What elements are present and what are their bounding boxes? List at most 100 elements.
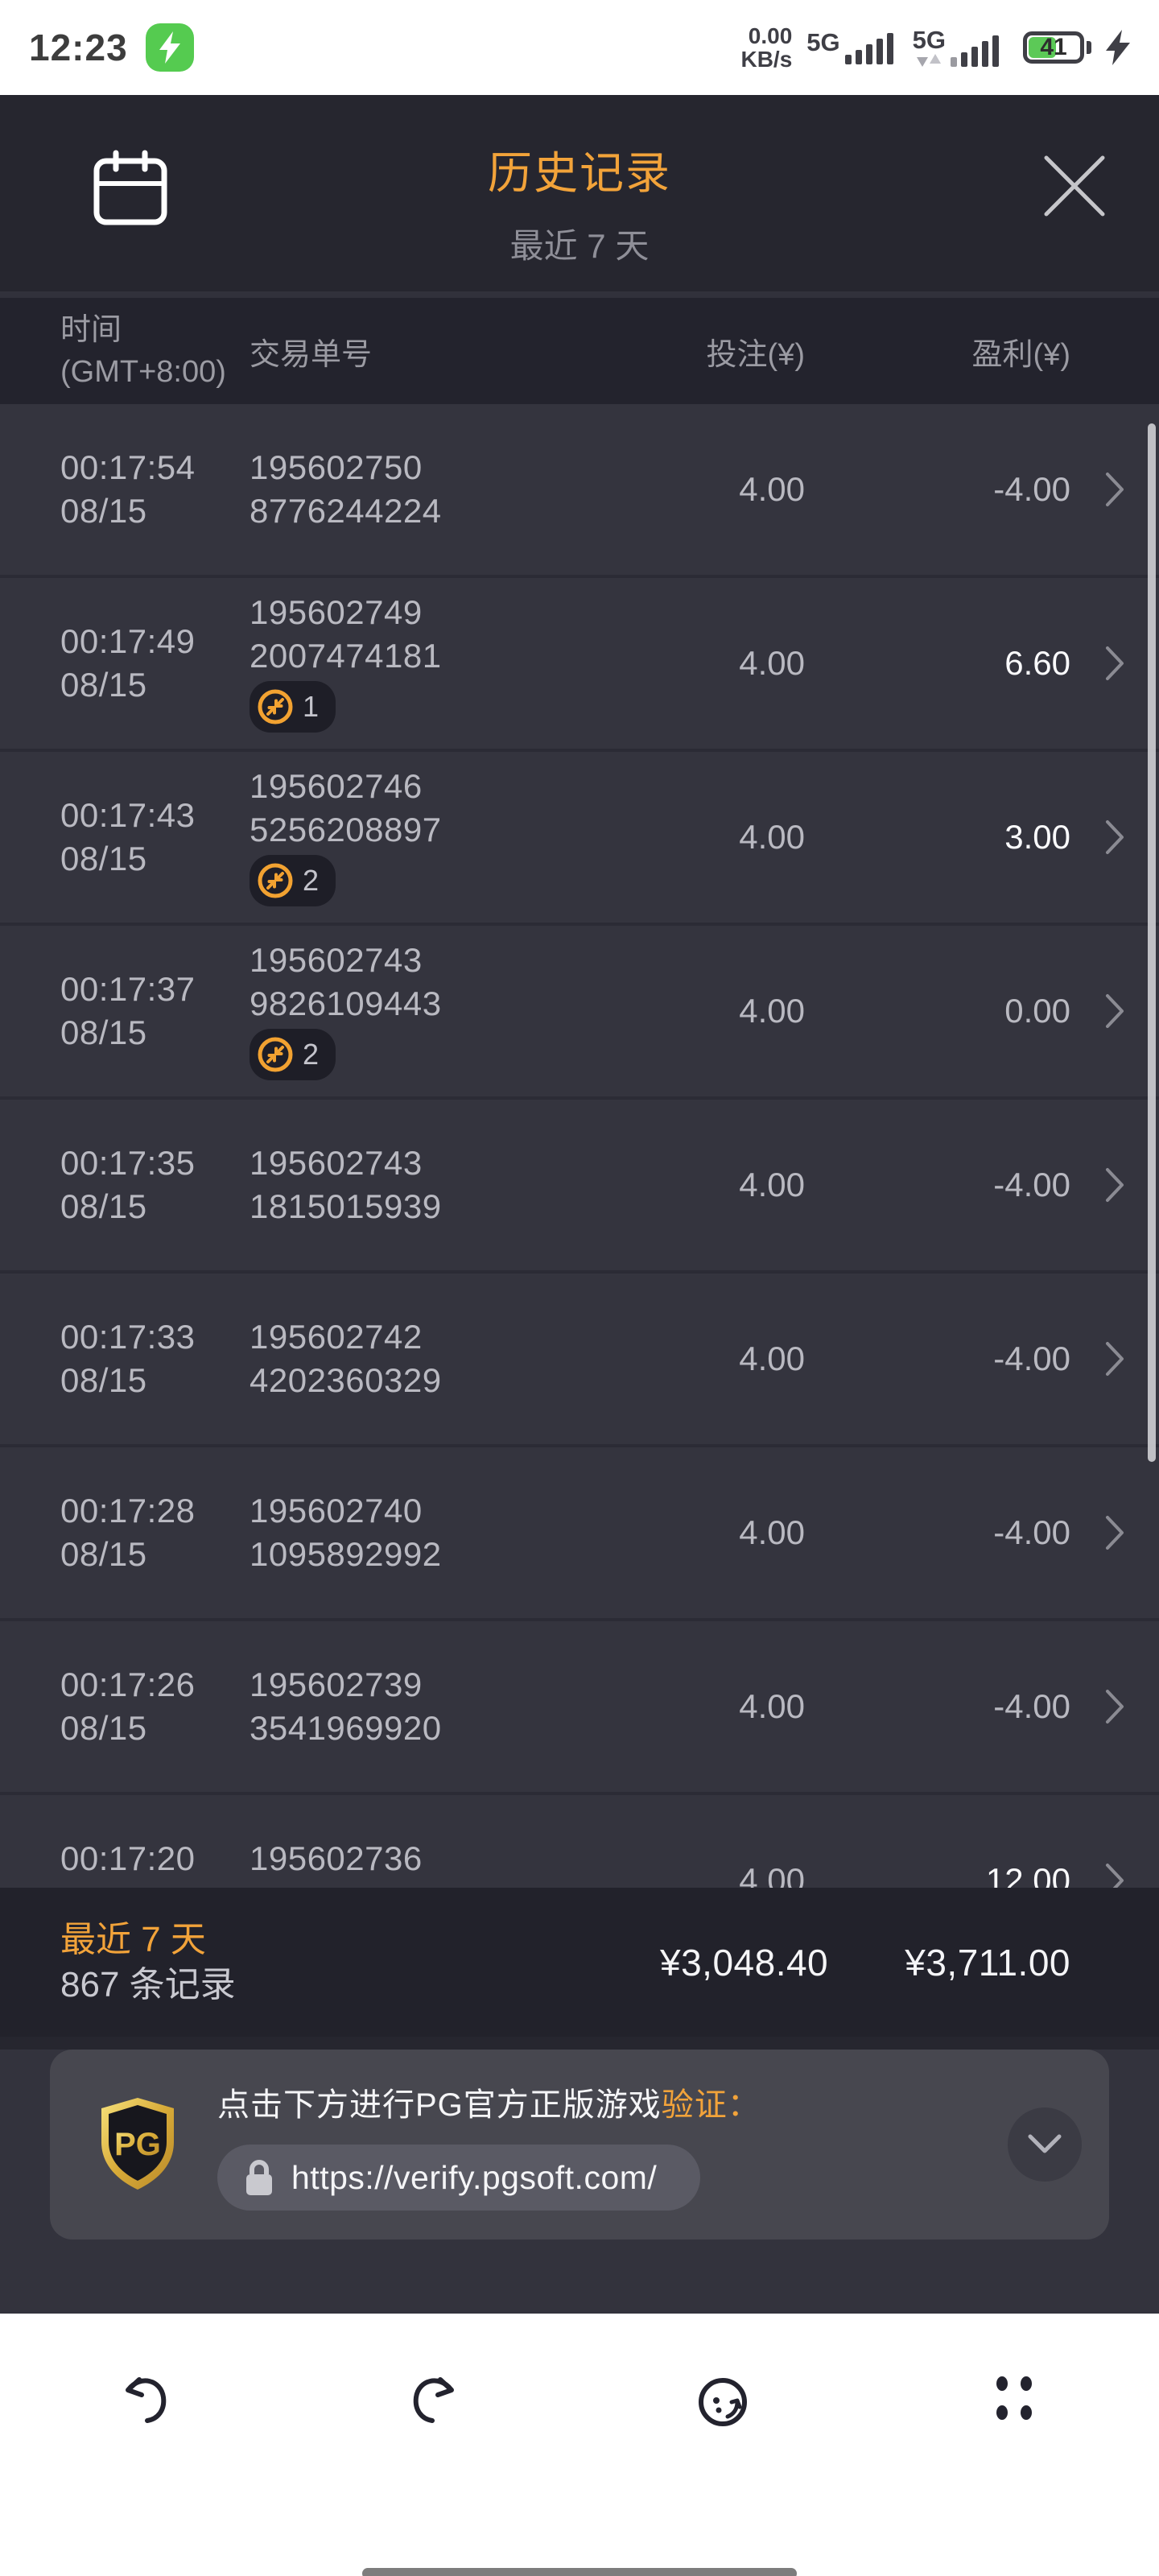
row-date: 08/15 — [60, 1361, 147, 1399]
table-row[interactable]: 00:17:37 08/15 195602743 9826109443 2 4.… — [0, 926, 1159, 1100]
row-bet: 4.00 — [739, 1861, 805, 1888]
home-indicator[interactable] — [362, 2568, 797, 2576]
network-speed: 0.00 KB/s — [740, 23, 793, 72]
redo-icon[interactable] — [404, 2370, 465, 2431]
date-range-label: 最近 7 天 — [509, 227, 650, 265]
menu-dots-icon[interactable] — [986, 2370, 1042, 2426]
verify-url-button[interactable]: https://verify.pgsoft.com/ — [217, 2145, 700, 2211]
chevron-right-icon[interactable] — [1103, 470, 1126, 509]
svg-text:PG: PG — [114, 2127, 161, 2162]
row-order-line2: 8776244224 — [250, 492, 442, 530]
row-time-cell: 00:17:26 08/15 — [0, 1663, 250, 1750]
col-bet: 投注(¥) — [706, 337, 805, 372]
table-row[interactable]: 00:17:54 08/15 195602750 8776244224 4.00… — [0, 404, 1159, 578]
table-row[interactable]: 00:17:20 08/15 195602736 7465943553 4.00… — [0, 1795, 1159, 1888]
col-timezone: (GMT+8:00) — [60, 355, 226, 389]
charging-bolt-icon — [1106, 30, 1130, 65]
chevron-right-icon[interactable] — [1103, 644, 1126, 683]
close-icon[interactable] — [1040, 151, 1109, 225]
row-time: 00:17:54 — [60, 448, 196, 486]
row-date: 08/15 — [60, 1187, 147, 1225]
bonus-badge: 2 — [250, 1028, 336, 1080]
row-order-cell: 195602739 3541969920 — [250, 1663, 660, 1750]
row-profit: -4.00 — [993, 1166, 1070, 1203]
row-order-cell: 195602743 1815015939 — [250, 1141, 660, 1228]
row-order-cell: 195602746 5256208897 2 — [250, 765, 660, 910]
table-row[interactable]: 00:17:49 08/15 195602749 2007474181 1 4.… — [0, 578, 1159, 752]
row-bet: 4.00 — [739, 644, 805, 682]
row-order-line1: 195602742 — [250, 1318, 423, 1356]
row-bet: 4.00 — [739, 992, 805, 1030]
row-order-line1: 195602749 — [250, 592, 423, 631]
collapse-button[interactable] — [1008, 2107, 1082, 2182]
row-time: 00:17:33 — [60, 1318, 196, 1356]
table-row[interactable]: 00:17:33 08/15 195602742 4202360329 4.00… — [0, 1274, 1159, 1447]
row-order-line2: 2007474181 — [250, 636, 442, 675]
table-row[interactable]: 00:17:35 08/15 195602743 1815015939 4.00… — [0, 1100, 1159, 1274]
table-row[interactable]: 00:17:28 08/15 195602740 1095892992 4.00… — [0, 1447, 1159, 1621]
row-time: 00:17:28 — [60, 1492, 196, 1530]
table-header: 时间 (GMT+8:00) 交易单号 投注(¥) 盈利(¥) — [0, 298, 1159, 404]
header: 历史记录 最近 7 天 — [0, 95, 1159, 291]
undo-icon[interactable] — [114, 2370, 175, 2431]
signal-bars-icon — [844, 33, 893, 64]
row-order-line1: 195602740 — [250, 1492, 423, 1530]
summary-range: 最近 7 天 — [60, 1919, 206, 1959]
sim2-signal: 5G — [913, 27, 1004, 67]
row-profit: 3.00 — [1004, 818, 1070, 856]
table-row[interactable]: 00:17:43 08/15 195602746 5256208897 2 4.… — [0, 752, 1159, 926]
data-arrows-icon — [917, 54, 942, 67]
row-date: 08/15 — [60, 1709, 147, 1747]
scrollbar[interactable] — [1148, 423, 1156, 1462]
row-time-cell: 00:17:20 08/15 — [0, 1837, 250, 1888]
row-time: 00:17:26 — [60, 1666, 196, 1703]
row-time: 00:17:20 — [60, 1839, 196, 1877]
calendar-icon[interactable] — [90, 148, 171, 233]
pg-verify-banner[interactable]: PG 点击下方进行PG官方正版游戏验证： https://verify.pgso… — [50, 2050, 1109, 2240]
signal-bars-icon — [951, 35, 999, 67]
row-order-line1: 195602743 — [250, 1144, 423, 1182]
row-order-line2: 1815015939 — [250, 1187, 442, 1225]
bonus-count: 2 — [303, 863, 320, 897]
row-time-cell: 00:17:43 08/15 — [0, 794, 250, 881]
row-order-line2: 1095892992 — [250, 1535, 442, 1573]
table-row[interactable]: 00:17:26 08/15 195602739 3541969920 4.00… — [0, 1621, 1159, 1795]
row-order-line1: 195602750 — [250, 448, 423, 486]
row-order-cell: 195602736 7465943553 — [250, 1837, 660, 1888]
row-time-cell: 00:17:28 08/15 — [0, 1489, 250, 1576]
chevron-right-icon[interactable] — [1103, 1340, 1126, 1378]
row-order-line2: 3541969920 — [250, 1709, 442, 1747]
lock-icon — [246, 2160, 272, 2195]
row-bet: 4.00 — [739, 470, 805, 508]
row-bet: 4.00 — [739, 818, 805, 856]
col-profit: 盈利(¥) — [971, 337, 1070, 372]
col-order: 交易单号 — [250, 337, 373, 372]
row-bet: 4.00 — [739, 1340, 805, 1377]
row-order-cell: 195602743 9826109443 2 — [250, 939, 660, 1084]
chevron-right-icon[interactable] — [1103, 818, 1126, 857]
bonus-arrows-icon — [258, 863, 293, 898]
row-time-cell: 00:17:54 08/15 — [0, 446, 250, 533]
chevron-right-icon[interactable] — [1103, 1513, 1126, 1552]
bonus-badge: 1 — [250, 680, 336, 733]
pg-shield-logo: PG — [101, 2098, 174, 2190]
chevron-right-icon[interactable] — [1103, 1166, 1126, 1204]
clock: 12:23 — [29, 27, 128, 68]
chevron-right-icon[interactable] — [1103, 992, 1126, 1030]
chevron-right-icon[interactable] — [1103, 1861, 1126, 1888]
row-date: 08/15 — [60, 492, 147, 530]
chevron-right-icon[interactable] — [1103, 1687, 1126, 1726]
row-order-cell: 195602750 8776244224 — [250, 446, 660, 533]
row-time: 00:17:49 — [60, 622, 196, 660]
bottom-navbar — [0, 2314, 1159, 2576]
row-profit: -4.00 — [993, 1687, 1070, 1725]
total-bet: ¥3,048.40 — [660, 1941, 829, 1984]
summary-count: 867 条记录 — [60, 1964, 236, 2004]
total-profit: ¥3,711.00 — [905, 1941, 1070, 1984]
bonus-badge: 2 — [250, 854, 336, 906]
row-order-line2: 7465943553 — [250, 1880, 660, 1888]
refresh-face-icon[interactable] — [692, 2370, 757, 2434]
row-date: 08/15 — [60, 666, 147, 704]
row-profit: -4.00 — [993, 1340, 1070, 1377]
